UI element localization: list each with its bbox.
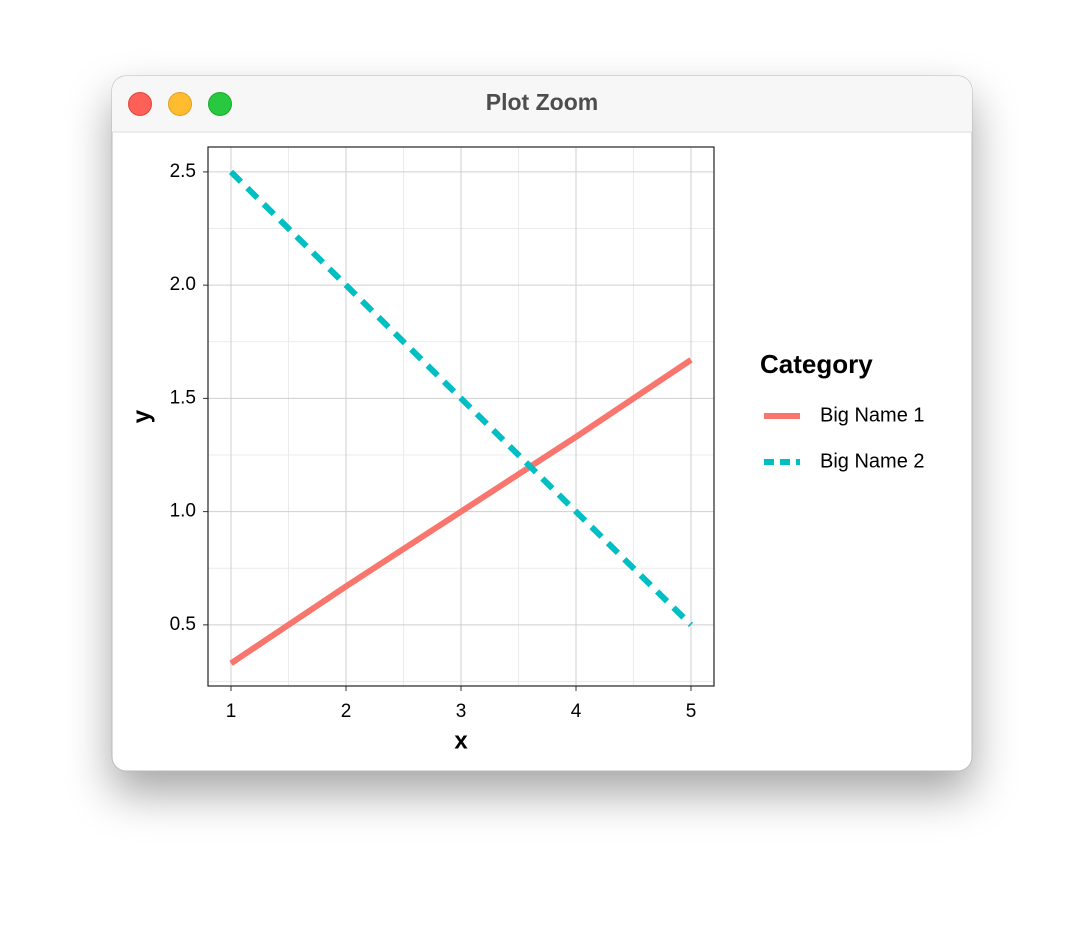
x-tick-label: 4 <box>571 701 582 722</box>
x-axis-label: x <box>454 727 468 754</box>
plot-border <box>207 146 715 687</box>
x-tick-label: 3 <box>456 701 467 722</box>
y-axis-label: y <box>128 409 155 423</box>
zoom-button[interactable] <box>208 92 232 116</box>
legend-title: Category <box>760 349 873 379</box>
plot: 1 2 3 4 5 0.5 1.0 1.5 2.0 2.5 x y Category Big Name 1… <box>128 146 925 754</box>
y-tick-label: 2.0 <box>170 274 196 295</box>
window-title: Plot Zoom <box>486 89 598 115</box>
y-tick-label: 1.0 <box>170 501 196 522</box>
y-tick-label: 2.5 <box>170 161 196 182</box>
series-line <box>228 169 694 627</box>
minimize-button[interactable] <box>168 92 192 116</box>
x-tick-label: 1 <box>226 701 237 722</box>
x-tick-label: 5 <box>686 701 697 722</box>
close-button[interactable] <box>128 92 152 116</box>
y-tick-label: 0.5 <box>170 614 196 635</box>
title-bar <box>112 76 972 132</box>
legend-label: Big Name 1 <box>820 404 925 426</box>
y-tick-label: 1.5 <box>170 387 196 408</box>
x-tick-label: 2 <box>341 701 352 722</box>
series-line <box>229 357 693 666</box>
legend-label: Big Name 2 <box>820 450 925 472</box>
